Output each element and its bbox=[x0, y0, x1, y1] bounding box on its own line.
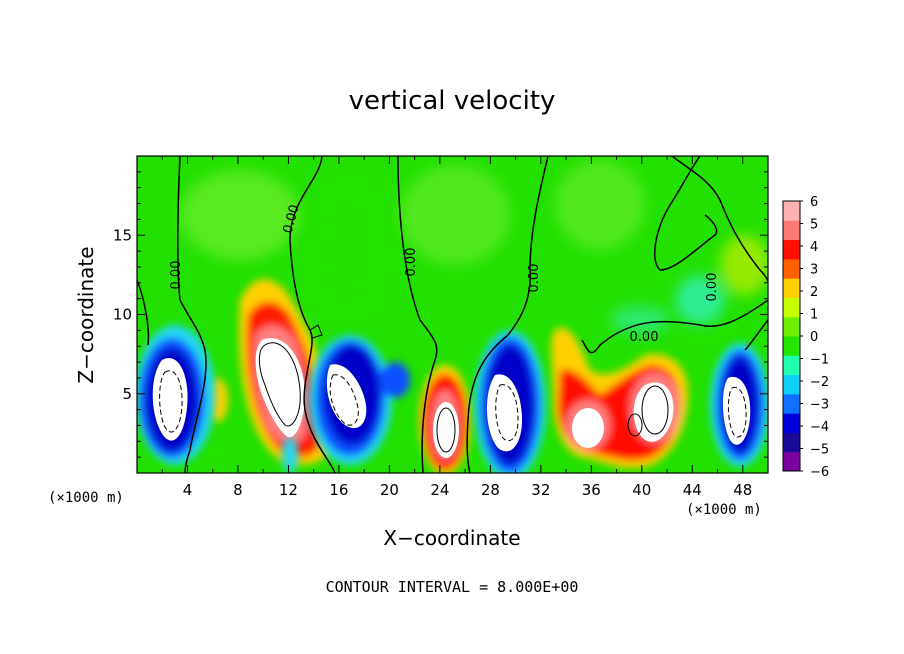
x-unit-label-right: (×1000 m) bbox=[686, 502, 762, 518]
y-tick-label: 10 bbox=[113, 306, 132, 324]
colorbar-swatch bbox=[783, 297, 800, 318]
colorbar-tick-label: −5 bbox=[810, 443, 829, 458]
colorbar-tick-label: 2 bbox=[810, 285, 818, 300]
colorbar-swatch bbox=[783, 258, 800, 279]
colorbar-swatch bbox=[783, 374, 800, 395]
x-tick-label: 8 bbox=[233, 481, 243, 499]
contour-label: 0.00 bbox=[705, 273, 720, 302]
negative-contours bbox=[159, 370, 747, 442]
x-tick-label: 4 bbox=[183, 481, 193, 499]
colorbar-tick-label: −3 bbox=[810, 398, 829, 413]
x-tick-label: 44 bbox=[683, 481, 702, 499]
x-tick-label: 32 bbox=[531, 481, 550, 499]
contour-label: 0.00 bbox=[630, 330, 659, 345]
colorbar-swatch bbox=[783, 220, 800, 241]
y-axis-label: Z−coordinate bbox=[74, 246, 98, 384]
positive-contours bbox=[258, 324, 669, 453]
colorbar-swatch bbox=[783, 432, 800, 453]
contour-label: 0.00 bbox=[527, 264, 542, 293]
heatmap-field bbox=[137, 156, 768, 473]
colorbar-tick-label: 0 bbox=[810, 330, 818, 345]
y-tick-label: 15 bbox=[113, 226, 132, 244]
x-tick-label: 12 bbox=[279, 481, 298, 499]
colorbar-tick-label: −1 bbox=[810, 353, 829, 368]
x-unit-label-left: (×1000 m) bbox=[48, 490, 124, 506]
x-tick-label: 28 bbox=[481, 481, 500, 499]
colorbar-swatch bbox=[783, 393, 800, 414]
colorbar-tick-label: 4 bbox=[810, 240, 818, 255]
contour-label: 0.00 bbox=[169, 261, 184, 290]
colorbar-tick-label: 6 bbox=[810, 195, 818, 210]
x-tick-label: 40 bbox=[632, 481, 651, 499]
x-tick-label: 16 bbox=[329, 481, 348, 499]
colorbar-swatch bbox=[783, 278, 800, 298]
colorbar-tick-label: −6 bbox=[810, 465, 829, 480]
colorbar-swatch bbox=[783, 355, 800, 376]
colorbar-swatch bbox=[783, 413, 800, 433]
contour-label: 0.00 bbox=[281, 203, 303, 235]
colorbar-tick-label: 3 bbox=[810, 263, 818, 278]
colorbar: 6 5 4 3 2 1 0 −1 −2 −3 −4 −5 −6 bbox=[782, 195, 829, 480]
colorbar-swatch bbox=[783, 239, 800, 260]
contour-labels: 0.00 0.00 0.00 0.00 0.00 0.00 bbox=[169, 203, 720, 345]
x-tick-label: 48 bbox=[733, 481, 752, 499]
chart-title: vertical velocity bbox=[348, 86, 556, 116]
colorbar-tick-label: −2 bbox=[810, 375, 829, 390]
contour-interval-note: CONTOUR INTERVAL = 8.000E+00 bbox=[325, 578, 579, 596]
colorbar-swatch bbox=[783, 451, 800, 472]
y-tick-label: 5 bbox=[122, 385, 132, 403]
x-tick-label: 20 bbox=[380, 481, 399, 499]
y-axis: 5 10 15 bbox=[113, 171, 768, 458]
colorbar-swatch bbox=[783, 336, 800, 356]
colorbar-tick-label: 5 bbox=[810, 218, 818, 233]
x-tick-label: 24 bbox=[430, 481, 449, 499]
x-axis-label: X−coordinate bbox=[383, 526, 521, 550]
contour-label: 0.00 bbox=[404, 248, 419, 277]
colorbar-tick-label: −4 bbox=[810, 420, 829, 435]
colorbar-swatch bbox=[783, 316, 800, 337]
upper-field-shading bbox=[180, 160, 768, 334]
x-tick-label: 36 bbox=[582, 481, 601, 499]
colorbar-swatch bbox=[783, 201, 800, 221]
colorbar-tick-label: 1 bbox=[810, 308, 818, 323]
x-axis: 4 8 12 16 20 24 28 32 36 40 44 48 bbox=[161, 156, 752, 499]
